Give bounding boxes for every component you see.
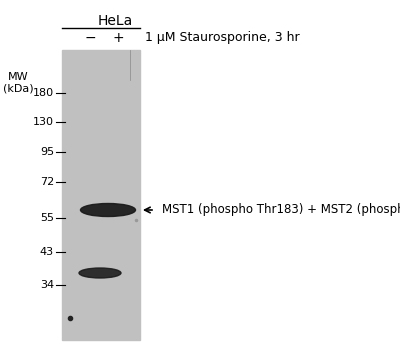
Text: MST1 (phospho Thr183) + MST2 (phospho Thr180): MST1 (phospho Thr183) + MST2 (phospho Th… (162, 204, 400, 217)
Ellipse shape (80, 204, 136, 217)
Text: HeLa: HeLa (97, 14, 133, 28)
Text: 95: 95 (40, 147, 54, 157)
Text: 72: 72 (40, 177, 54, 187)
Text: 55: 55 (40, 213, 54, 223)
Bar (62, 50, 140, 340)
Text: −: − (84, 31, 96, 45)
Text: 43: 43 (40, 247, 54, 257)
Text: MW
(kDa): MW (kDa) (3, 72, 33, 94)
Text: +: + (112, 31, 124, 45)
Text: 34: 34 (40, 280, 54, 290)
Text: 180: 180 (33, 88, 54, 98)
Ellipse shape (79, 268, 121, 278)
Text: 1 μM Staurosporine, 3 hr: 1 μM Staurosporine, 3 hr (145, 32, 300, 45)
Text: 130: 130 (33, 117, 54, 127)
